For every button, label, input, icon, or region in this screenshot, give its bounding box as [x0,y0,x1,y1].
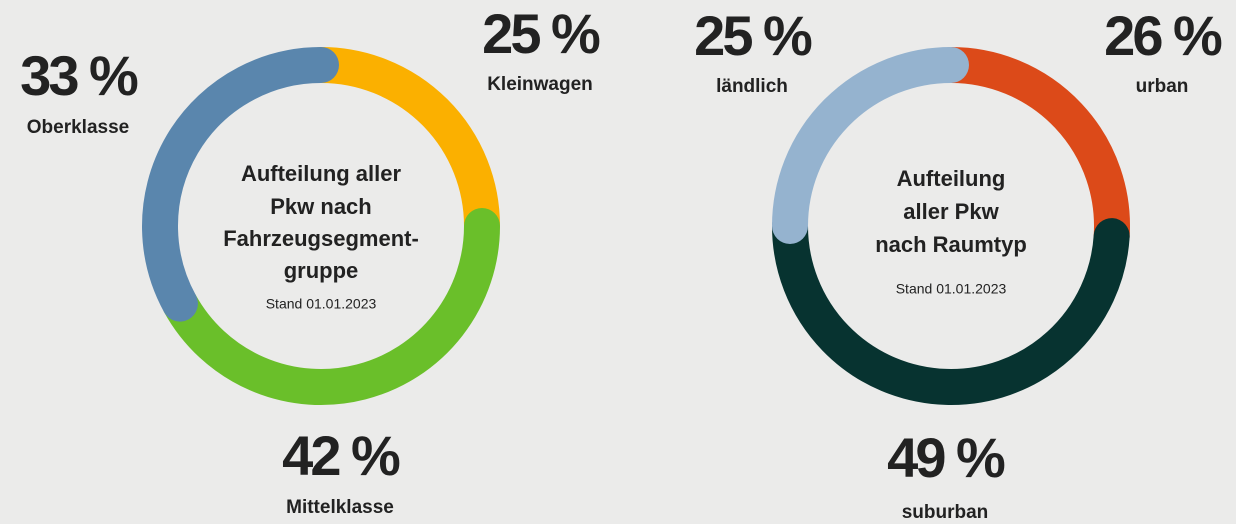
donut-segment [772,208,1130,405]
value-label: 25 % [482,2,600,65]
donut-segment [161,208,500,405]
center-title: gruppe [284,258,359,283]
center-title: Aufteilung [897,166,1006,191]
value-label: 33 % [20,44,138,107]
value-label: 42 % [282,424,400,487]
category-label: Oberklasse [27,117,129,138]
donut-segment [772,47,969,244]
donut-segment [933,47,1130,255]
center-subtitle: Stand 01.01.2023 [266,296,377,312]
center-title: aller Pkw [903,199,999,224]
category-label: Kleinwagen [487,74,593,95]
donut-segment [142,47,339,322]
category-label: suburban [902,502,989,523]
center-title: Pkw nach [270,194,371,219]
value-label: 49 % [887,426,1005,489]
category-label: urban [1136,76,1189,97]
value-label: 25 % [694,4,812,67]
center-title: Aufteilung aller [241,161,402,186]
donut-segment [303,47,500,244]
center-title: Fahrzeugsegment- [223,226,419,251]
center-subtitle: Stand 01.01.2023 [896,281,1007,297]
center-title: nach Raumtyp [875,232,1027,257]
category-label: Mittelklasse [286,497,394,518]
category-label: ländlich [716,76,788,97]
value-label: 26 % [1104,4,1222,67]
